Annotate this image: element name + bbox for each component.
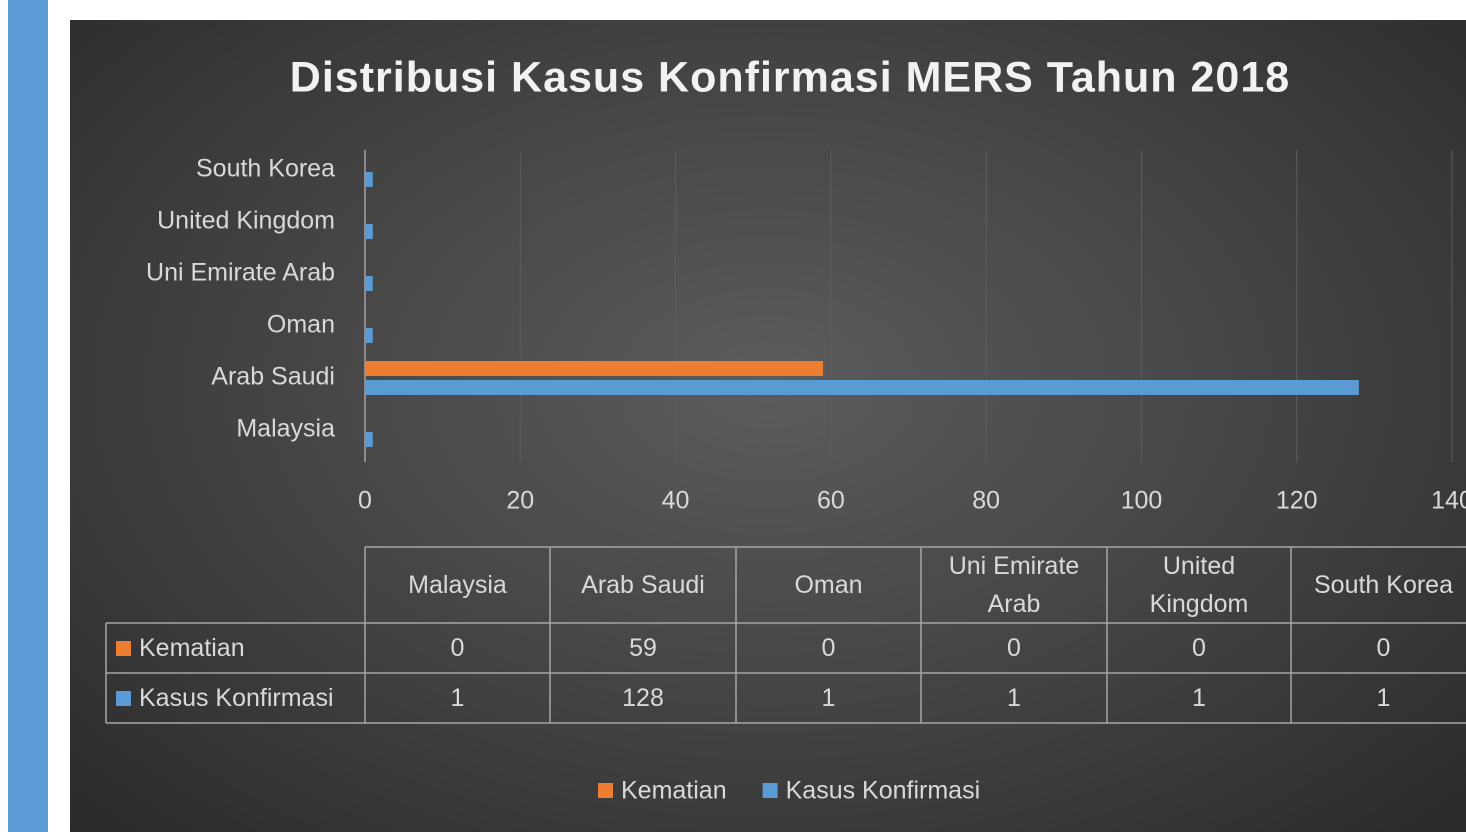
y-tick-label: United Kingdom <box>157 207 335 235</box>
legend-key <box>116 640 131 656</box>
table-value: 0 <box>1376 634 1391 662</box>
chart-title: Distribusi Kasus Konfirmasi MERS Tahun 2… <box>290 53 1290 101</box>
table-header: Malaysia <box>408 571 507 599</box>
legend-label: Kematian <box>621 777 727 805</box>
table-value: 0 <box>450 634 465 662</box>
y-tick-label: Malaysia <box>236 415 335 443</box>
legend-key <box>762 783 778 798</box>
y-tick-label: Arab Saudi <box>211 363 335 391</box>
table-value: 0 <box>821 634 836 662</box>
x-tick-label: 0 <box>358 487 372 515</box>
table-value: 1 <box>450 684 465 712</box>
x-tick-label: 40 <box>662 487 690 515</box>
row-label: Kasus Konfirmasi <box>139 684 334 712</box>
table-value: 128 <box>622 684 664 712</box>
table-value: 1 <box>1007 684 1021 712</box>
table-value: 59 <box>629 634 657 662</box>
bar <box>365 380 1359 395</box>
table-row-header: Kasus Konfirmasi <box>106 673 365 723</box>
bar <box>365 432 373 447</box>
x-tick-label: 120 <box>1276 487 1318 515</box>
bar <box>365 276 373 291</box>
table-header: South Korea <box>1314 571 1453 599</box>
bar <box>365 172 373 187</box>
y-tick-label: South Korea <box>196 155 335 183</box>
table-header: Uni Emirate Arab <box>948 552 1080 618</box>
table-header: Oman <box>794 571 863 599</box>
chart-area <box>70 20 1466 832</box>
table-row-header: Kematian <box>106 623 365 673</box>
table-value: 0 <box>1192 634 1206 662</box>
table-value: 0 <box>1007 634 1021 662</box>
bar <box>365 361 824 376</box>
row-label: Kematian <box>139 634 245 662</box>
y-tick-label: Uni Emirate Arab <box>146 259 335 287</box>
legend-key <box>116 690 131 706</box>
x-tick-label: 80 <box>972 487 1000 515</box>
bar <box>365 328 373 343</box>
table-value: 1 <box>1376 684 1391 712</box>
x-tick-label: 20 <box>506 487 534 515</box>
legend-key <box>598 783 613 798</box>
bar <box>365 224 373 239</box>
y-tick-label: Oman <box>267 311 335 339</box>
x-tick-label: 60 <box>817 487 845 515</box>
table-header: Arab Saudi <box>581 571 705 599</box>
table-value: 1 <box>1192 684 1206 712</box>
x-tick-label: 140 <box>1431 487 1466 515</box>
table-value: 1 <box>821 684 836 712</box>
legend-label: Kasus Konfirmasi <box>786 777 981 805</box>
table-header: United Kingdom <box>1149 552 1249 618</box>
x-tick-label: 100 <box>1121 487 1163 515</box>
side-strip <box>8 0 48 832</box>
